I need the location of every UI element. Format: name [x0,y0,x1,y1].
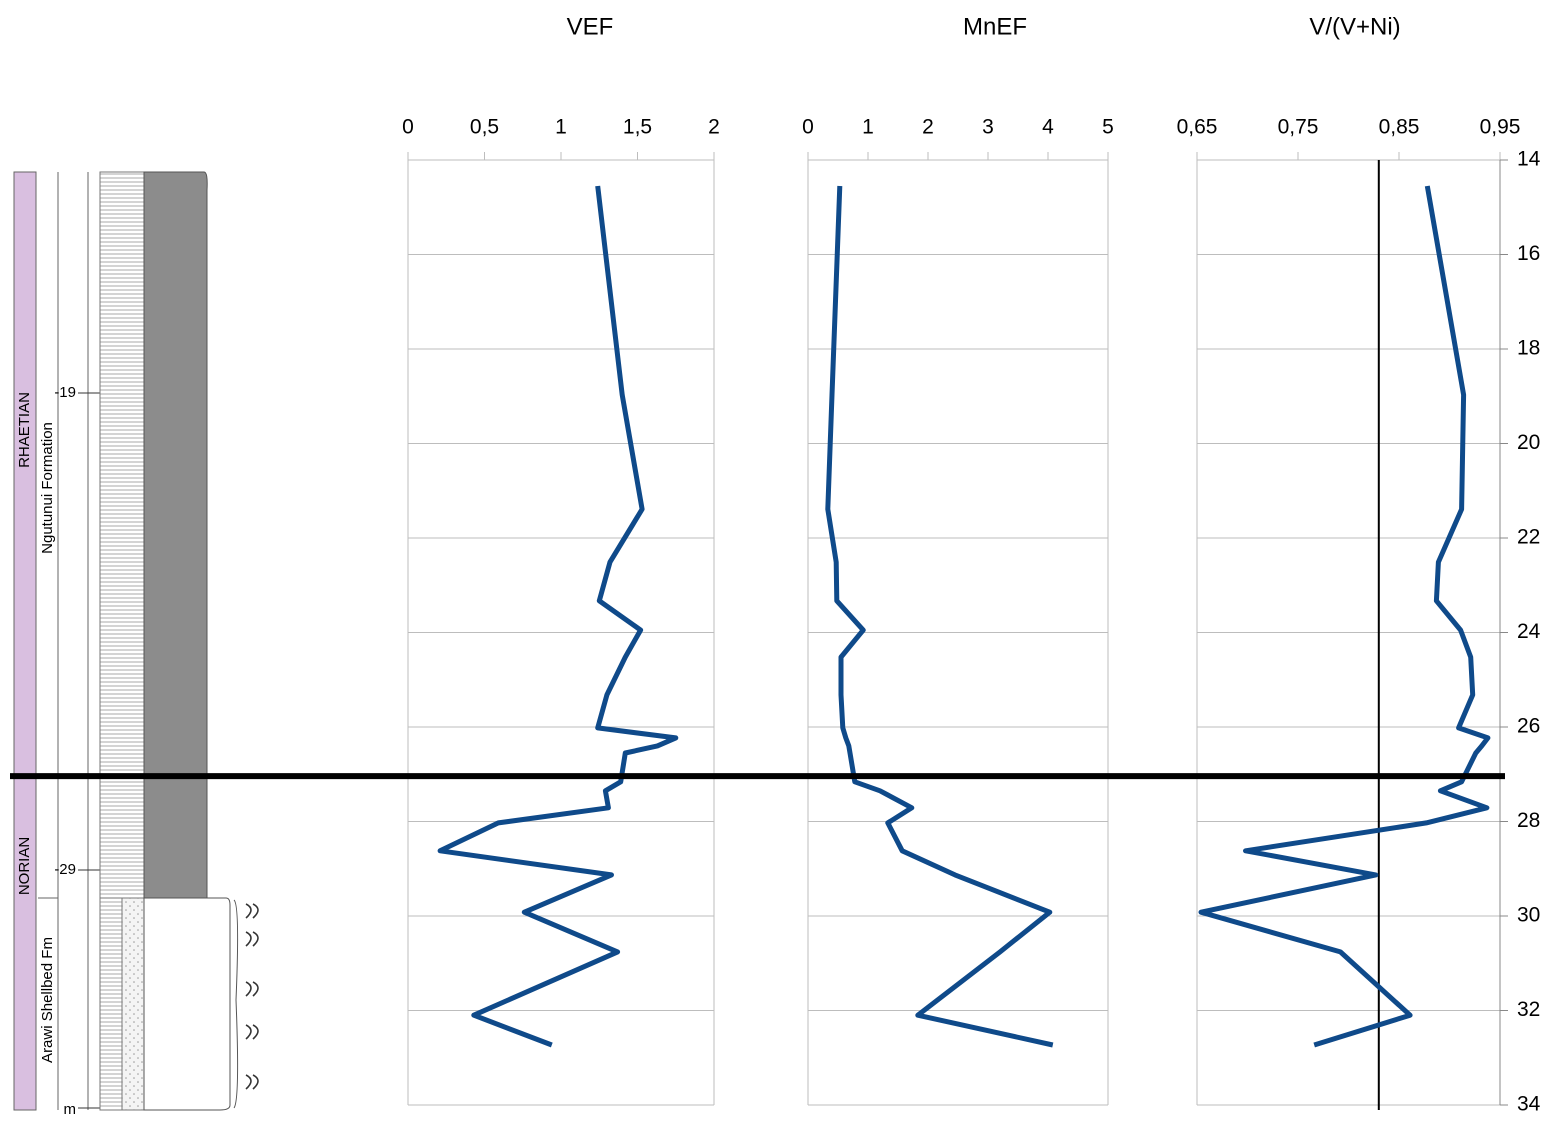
x-tick-label: 0,5 [470,116,499,139]
y-tick-label: 26 [1517,715,1540,738]
x-tick-label: 2 [922,116,934,139]
y-tick-label: 30 [1517,904,1540,927]
panel-title: VEF [567,13,614,40]
stage-label: NORIAN [16,837,33,895]
x-tick-label: 1,5 [623,116,652,139]
chart: RHAETIAN NORIAN Ngutunui Formation Arawi… [0,0,1561,1123]
y-tick-label: 14 [1517,148,1541,171]
lithology-sand [122,898,144,1110]
strat-column: RHAETIAN NORIAN Ngutunui Formation Arawi… [14,172,258,1118]
lithology-shellbed [144,898,230,1110]
x-tick-label: 0 [402,116,414,139]
formation-label: Arawi Shellbed Fm [39,937,56,1063]
y-tick-label: 24 [1517,620,1541,643]
stage-bar [14,172,36,1110]
panel-title: V/(V+Ni) [1309,13,1400,40]
column-depth-label: -19 [54,384,76,401]
y-tick-label: 28 [1517,809,1540,832]
lithology-grain [144,172,207,898]
x-tick-label: 0,75 [1278,116,1319,139]
x-tick-label: 0 [802,116,814,139]
x-tick-label: 3 [982,116,994,139]
x-tick-label: 0,65 [1177,116,1218,139]
lithology-shale [100,898,122,1110]
x-tick-label: 2 [708,116,720,139]
stage-label: RHAETIAN [16,392,33,468]
y-tick-label: 34 [1517,1093,1541,1116]
formation-label: Ngutunui Formation [39,422,56,554]
x-tick-label: 4 [1042,116,1054,139]
x-tick-label: 5 [1102,116,1114,139]
y-tick-label: 20 [1517,431,1540,454]
lithology-shale [100,172,144,898]
panel-title: MnEF [963,13,1027,40]
y-tick-label: 16 [1517,242,1540,265]
column-unit: m [64,1101,77,1118]
column-depth-label: -29 [54,861,76,878]
shell-symbols [246,904,258,1089]
y-tick-label: 22 [1517,526,1540,549]
x-tick-label: 1 [862,116,874,139]
y-tick-label: 18 [1517,337,1540,360]
bracket [234,900,238,1108]
x-tick-label: 1 [555,116,567,139]
y-tick-label: 32 [1517,998,1540,1021]
x-tick-label: 0,95 [1480,116,1521,139]
x-tick-label: 0,85 [1379,116,1420,139]
